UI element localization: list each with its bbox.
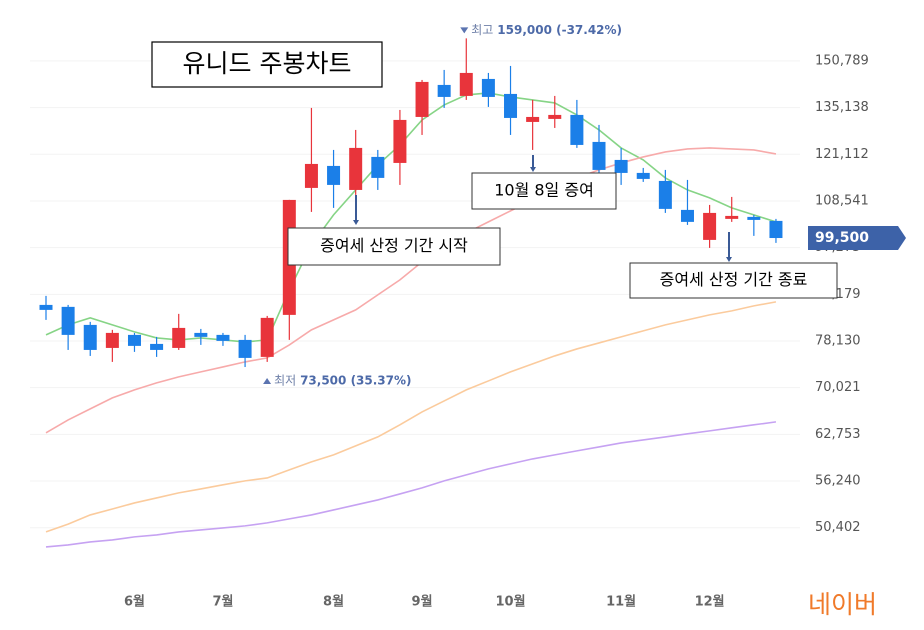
- candle-body: [349, 147, 363, 190]
- annotation-arrowhead: [530, 167, 536, 172]
- candle-body: [747, 216, 761, 220]
- x-tick-label: 12월: [695, 594, 725, 610]
- annotation-box: [471, 172, 617, 210]
- last-price-tag: [808, 226, 906, 251]
- annotation-text: 증여세 산정 기간 시작: [320, 236, 468, 255]
- candle-body: [127, 334, 141, 346]
- candle-body: [415, 81, 429, 117]
- annotation-text: 10월 8일 증여: [494, 181, 594, 200]
- candle-body: [504, 93, 518, 118]
- x-tick-label: 9월: [412, 594, 433, 610]
- candle-body: [327, 165, 341, 185]
- y-tick-label: 50,402: [815, 520, 861, 535]
- x-tick-label: 11월: [606, 594, 636, 610]
- source: 네이버: [808, 590, 877, 619]
- high-marker: [460, 27, 469, 34]
- candle-body: [526, 116, 540, 122]
- y-tick-label: 150,789: [815, 53, 869, 68]
- candle-body: [658, 180, 672, 209]
- candle-body: [703, 212, 717, 240]
- moving-average-line: [45, 301, 777, 533]
- candle-body: [304, 163, 318, 188]
- candle-body: [636, 172, 650, 179]
- high-label-name: 최고: [471, 23, 493, 37]
- y-tick-label: 62,753: [815, 427, 861, 442]
- candle-body: [437, 84, 451, 97]
- annotation-arrowhead: [353, 220, 359, 225]
- candle-body: [260, 317, 274, 357]
- y-tick-label: 70,021: [815, 380, 861, 395]
- moving-average-line: [45, 147, 777, 434]
- low-label-value: 73,500 (35.37%): [300, 374, 411, 388]
- candle-body: [61, 306, 75, 335]
- candle-body: [216, 334, 230, 341]
- y-tick-label: 108,541: [815, 193, 869, 208]
- x-tick-label: 7월: [212, 594, 233, 610]
- candle-body: [459, 72, 473, 96]
- annotation-text: 증여세 산정 기간 종료: [660, 270, 808, 289]
- candle-body: [238, 339, 252, 358]
- candle-body: [105, 332, 119, 348]
- candle-body: [614, 159, 628, 173]
- title-box: [151, 41, 383, 88]
- annotation-box: [287, 227, 501, 266]
- candle-body: [172, 327, 186, 348]
- candle-body: [481, 78, 495, 97]
- annotation-arrowhead: [726, 257, 732, 262]
- candle-body: [769, 220, 783, 239]
- candle-body: [592, 141, 606, 170]
- moving-average-line: [45, 421, 777, 548]
- chart-title: 유니드 주봉차트: [183, 49, 352, 78]
- y-tick-label: 56,240: [815, 474, 861, 489]
- y-tick-label: 135,138: [815, 100, 869, 115]
- candle-body: [680, 209, 694, 222]
- candle-body: [39, 304, 53, 310]
- low-marker: [263, 378, 272, 385]
- candle-body: [393, 119, 407, 163]
- annotation-box: [629, 262, 838, 299]
- candle-body: [570, 114, 584, 145]
- x-tick-label: 10월: [495, 594, 525, 610]
- x-tick-label: 8월: [323, 594, 344, 610]
- last-price-label: 99,500: [815, 230, 869, 246]
- candle-body: [83, 324, 97, 350]
- x-tick-label: 6월: [124, 594, 145, 610]
- moving-average-line: [45, 92, 777, 343]
- y-tick-label: 78,130: [815, 334, 861, 349]
- candle-body: [725, 215, 739, 219]
- high-label-value: 159,000 (-37.42%): [497, 23, 622, 37]
- candle-body: [194, 332, 208, 337]
- candle-body: [150, 343, 164, 350]
- candle-body: [371, 156, 385, 178]
- candle-body: [548, 114, 562, 119]
- y-tick-label: 121,112: [815, 147, 869, 162]
- low-label-name: 최저: [274, 374, 296, 388]
